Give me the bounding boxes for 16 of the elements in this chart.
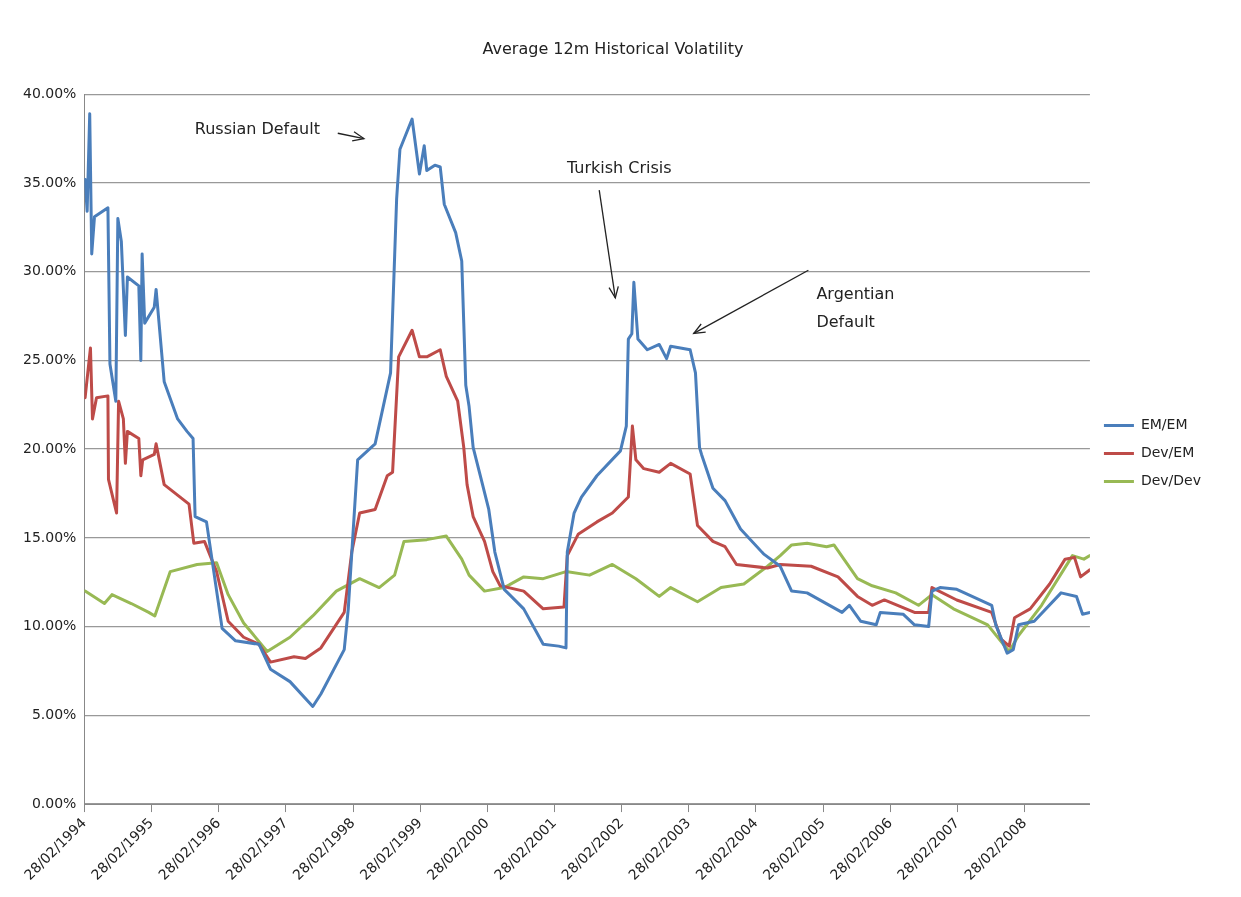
y-tick-label: 10.00% bbox=[22, 617, 77, 634]
y-tick-label: 35.00% bbox=[22, 173, 77, 190]
chart-title: Average 12m Historical Volatility bbox=[482, 38, 744, 58]
legend-label: Dev/Dev bbox=[1140, 472, 1201, 489]
y-tick-label: 15.00% bbox=[22, 528, 77, 545]
y-tick-label: 5.00% bbox=[31, 705, 77, 722]
annotation: Russian Default bbox=[194, 118, 320, 138]
legend-label: Dev/EM bbox=[1140, 444, 1195, 461]
annotation: Argentian Default bbox=[816, 283, 895, 331]
legend-label: EM/EM bbox=[1140, 416, 1188, 433]
y-tick-label: 25.00% bbox=[22, 351, 77, 368]
y-tick-label: 0.00% bbox=[31, 794, 77, 811]
annotation: Turkish Crisis bbox=[566, 157, 672, 177]
y-tick-label: 20.00% bbox=[22, 439, 77, 456]
y-tick-label: 40.00% bbox=[22, 84, 77, 101]
y-tick-label: 30.00% bbox=[22, 262, 77, 279]
